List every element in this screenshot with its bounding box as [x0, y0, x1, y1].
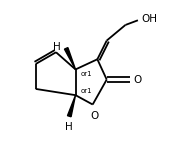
- Text: O: O: [133, 75, 142, 85]
- Text: H: H: [53, 42, 61, 52]
- Text: H: H: [65, 122, 73, 132]
- Polygon shape: [64, 48, 76, 69]
- Text: or1: or1: [80, 88, 92, 94]
- Text: O: O: [90, 111, 98, 121]
- Polygon shape: [67, 95, 76, 117]
- Text: or1: or1: [80, 71, 92, 77]
- Text: OH: OH: [141, 14, 157, 24]
